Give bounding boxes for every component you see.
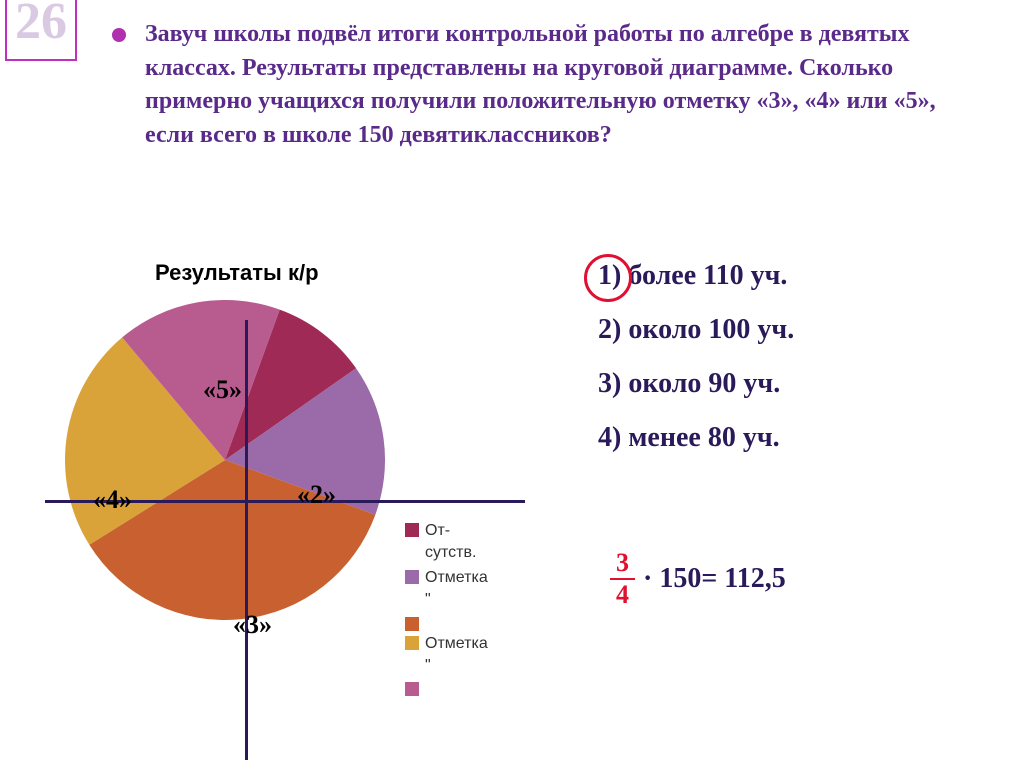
legend-label: Отметка "	[425, 633, 488, 678]
slice-label-grade4: «4»	[93, 485, 132, 515]
pie-chart: Результаты к/р «5»«2»«3»«4» От- сутств.О…	[45, 260, 525, 740]
chart-legend: От- сутств.Отметка "Отметка "	[405, 520, 488, 698]
fraction: 3 4	[610, 550, 635, 608]
legend-swatch	[405, 570, 419, 584]
answer-option-1: 1) более 110 уч.	[590, 260, 1010, 292]
answer-option-2: 2) около 100 уч.	[590, 314, 1010, 346]
legend-label: Отметка "	[425, 567, 488, 612]
question-text: Завуч школы подвёл итоги контрольной раб…	[145, 18, 985, 152]
answer-option-3: 3) около 90 уч.	[590, 368, 1010, 400]
slice-label-grade3: «3»	[233, 610, 272, 640]
fraction-numerator: 3	[610, 550, 635, 580]
chart-title: Результаты к/р	[155, 260, 319, 286]
answer-options: 1) более 110 уч. 2) около 100 уч. 3) около…	[590, 260, 1010, 476]
calculation: 3 4 · 150= 112,5	[610, 550, 786, 608]
legend-item	[405, 679, 488, 696]
legend-swatch	[405, 617, 419, 631]
legend-swatch	[405, 636, 419, 650]
legend-swatch	[405, 682, 419, 696]
legend-item: От- сутств.	[405, 520, 488, 565]
axis-vertical	[245, 320, 248, 760]
answer-option-4: 4) менее 80 уч.	[590, 422, 1010, 454]
legend-item: Отметка "	[405, 633, 488, 678]
legend-label: От- сутств.	[425, 520, 476, 565]
pie-wrap: «5»«2»«3»«4»	[65, 300, 385, 620]
slide-number: 26	[5, 0, 77, 61]
legend-swatch	[405, 523, 419, 537]
bullet-icon	[112, 28, 126, 42]
legend-item: Отметка "	[405, 567, 488, 612]
fraction-denominator: 4	[616, 580, 629, 608]
correct-answer-circle	[584, 254, 632, 302]
calc-rest: · 150= 112,5	[643, 563, 786, 595]
slice-label-grade5: «5»	[203, 375, 242, 405]
legend-item	[405, 614, 488, 631]
slice-label-grade2: «2»	[297, 480, 336, 510]
